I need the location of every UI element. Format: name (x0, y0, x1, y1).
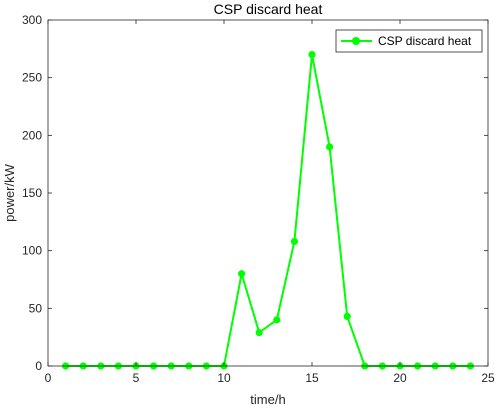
legend-box (335, 29, 483, 53)
data-point (343, 312, 351, 321)
x-tick-label: 5 (133, 371, 140, 385)
legend-marker-sample (352, 37, 360, 45)
data-point (273, 316, 281, 324)
chart-title: CSP discard heat (214, 1, 323, 17)
y-tick-label: 0 (35, 359, 42, 373)
y-tick-label: 100 (22, 244, 42, 258)
y-tick-label: 250 (22, 71, 42, 85)
data-point (308, 51, 316, 59)
data-point (255, 328, 263, 337)
data-point (326, 143, 334, 151)
y-tick-label: 200 (22, 128, 42, 142)
plot-background (48, 20, 488, 366)
y-tick-label: 50 (29, 301, 43, 315)
legend-label: CSP discard heat (378, 34, 472, 48)
y-axis-title: power/kW (2, 163, 17, 222)
x-tick-label: 10 (217, 371, 231, 385)
legend: CSP discard heat (335, 29, 483, 53)
x-axis-title: time/h (250, 392, 285, 407)
x-tick-label: 15 (305, 371, 319, 385)
data-point (238, 270, 246, 278)
y-tick-label: 150 (22, 186, 42, 200)
x-tick-label: 0 (45, 371, 52, 385)
x-tick-label: 20 (393, 371, 407, 385)
x-tick-label: 25 (481, 371, 495, 385)
data-point (290, 237, 298, 246)
y-tick-label: 300 (22, 13, 42, 27)
